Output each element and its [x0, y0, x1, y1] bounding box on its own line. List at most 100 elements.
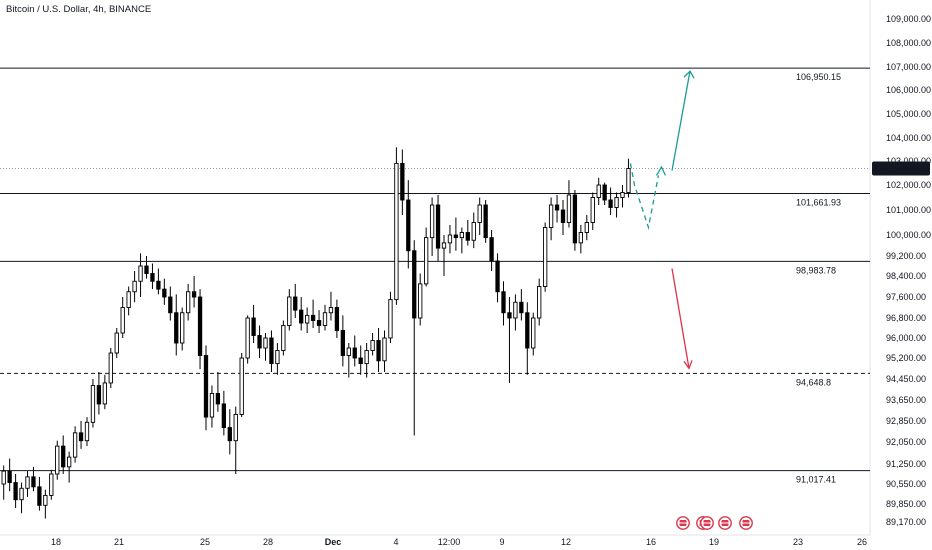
candle-down: [221, 403, 226, 429]
candle-down: [168, 296, 173, 314]
x-tick-label: 12: [561, 537, 571, 547]
candle-up: [239, 357, 244, 415]
candle-down: [269, 337, 274, 365]
candle-up: [66, 456, 72, 468]
candle-down: [340, 330, 345, 356]
candle-down: [316, 320, 322, 326]
y-tick-label: 107,000.00: [886, 62, 931, 72]
candle-up: [43, 494, 48, 506]
candle-up: [287, 296, 292, 326]
candle-down: [352, 347, 357, 359]
candle-down: [334, 307, 340, 331]
candle-down: [501, 291, 506, 314]
candle-down: [78, 432, 84, 442]
y-tick-label: 98,400.00: [886, 271, 926, 281]
y-tick-label: 106,000.00: [886, 85, 931, 95]
candle-down: [310, 314, 316, 321]
candle-up: [90, 385, 96, 423]
candle-up: [102, 382, 108, 405]
y-tick-label: 92,850.00: [886, 416, 926, 426]
x-tick-label: 28: [263, 537, 273, 547]
candle-down: [150, 273, 155, 282]
candle-up: [459, 232, 464, 239]
projection-arrowhead: [655, 165, 667, 176]
chart-title: Bitcoin / U.S. Dollar, 4h, BINANCE: [6, 4, 152, 15]
x-tick-label: 16: [646, 537, 656, 547]
current-price-tag: [872, 161, 930, 176]
candle-down: [358, 357, 363, 365]
x-tick-label: 26: [857, 537, 867, 547]
candle-up: [209, 392, 215, 418]
candle-down: [215, 392, 221, 405]
down-target-arrow: [671, 268, 690, 369]
candle-up: [55, 445, 60, 475]
candle-up: [328, 307, 334, 314]
candle-down: [7, 470, 12, 484]
candle-up: [120, 307, 125, 334]
candle-up: [364, 350, 369, 365]
y-tick-label: 103,000.00: [886, 156, 931, 166]
candle-up: [424, 237, 429, 285]
x-tick-label: Dec: [325, 537, 342, 547]
y-tick-label: 92,050.00: [886, 437, 926, 447]
y-tick-label: 89,850.00: [886, 499, 926, 509]
candle-down: [453, 234, 459, 239]
candle-down: [602, 184, 607, 201]
y-tick-label: 99,200.00: [886, 251, 926, 261]
level-label: 101,661.93: [796, 197, 841, 207]
x-tick-label: 19: [709, 537, 719, 547]
candle-up: [19, 487, 24, 501]
candle-up: [590, 197, 595, 223]
candle-up: [584, 222, 589, 233]
x-tick-label: 18: [51, 537, 61, 547]
y-tick-label: 96,000.00: [886, 333, 926, 343]
level-label: 106,950.15: [796, 72, 841, 82]
y-tick-label: 91,250.00: [886, 459, 926, 469]
level-label: 94,648.8: [796, 377, 831, 387]
y-tick-label: 104,000.00: [886, 133, 931, 143]
candle-down: [96, 385, 102, 405]
candle-up: [471, 222, 476, 241]
candle-up: [245, 317, 250, 359]
x-tick-label: 25: [200, 537, 210, 547]
candle-up: [138, 265, 143, 282]
candle-down: [61, 445, 66, 468]
y-tick-label: 96,800.00: [886, 313, 926, 323]
x-tick-label: 21: [114, 537, 124, 547]
candle-down: [406, 199, 411, 252]
candle-up: [84, 421, 90, 442]
candle-down: [293, 296, 298, 311]
candle-down: [162, 288, 167, 298]
candle-up: [370, 340, 375, 351]
y-tick-label: 100,000.00: [886, 230, 931, 240]
y-tick-label: 97,600.00: [886, 292, 926, 302]
projection-path: [629, 163, 660, 231]
candle-down: [31, 476, 36, 488]
candle-up: [566, 194, 572, 223]
x-tick-label: 4: [393, 537, 398, 547]
y-tick-label: 95,200.00: [886, 353, 926, 363]
candle-down: [572, 194, 578, 244]
candle-down: [227, 427, 232, 442]
candle-up: [72, 432, 78, 458]
y-tick-label: 89,170.00: [886, 517, 926, 527]
candle-down: [507, 312, 512, 319]
x-tick-label: 12:00: [438, 537, 461, 547]
y-tick-label: 90,550.00: [886, 479, 926, 489]
candle-up: [1, 470, 6, 485]
candle-up: [543, 227, 548, 287]
candle-up: [447, 234, 453, 244]
candle-up: [626, 168, 631, 193]
candle-up: [281, 325, 286, 351]
candle-up: [429, 204, 435, 239]
candle-up: [126, 291, 131, 308]
candle-up: [596, 184, 601, 198]
level-label: 91,017.41: [796, 475, 836, 485]
candle-up: [578, 232, 584, 244]
x-tick-label: 9: [499, 537, 504, 547]
candle-down: [203, 355, 209, 418]
candle-up: [108, 352, 113, 384]
candle-down: [144, 265, 149, 274]
candle-up: [346, 347, 351, 356]
